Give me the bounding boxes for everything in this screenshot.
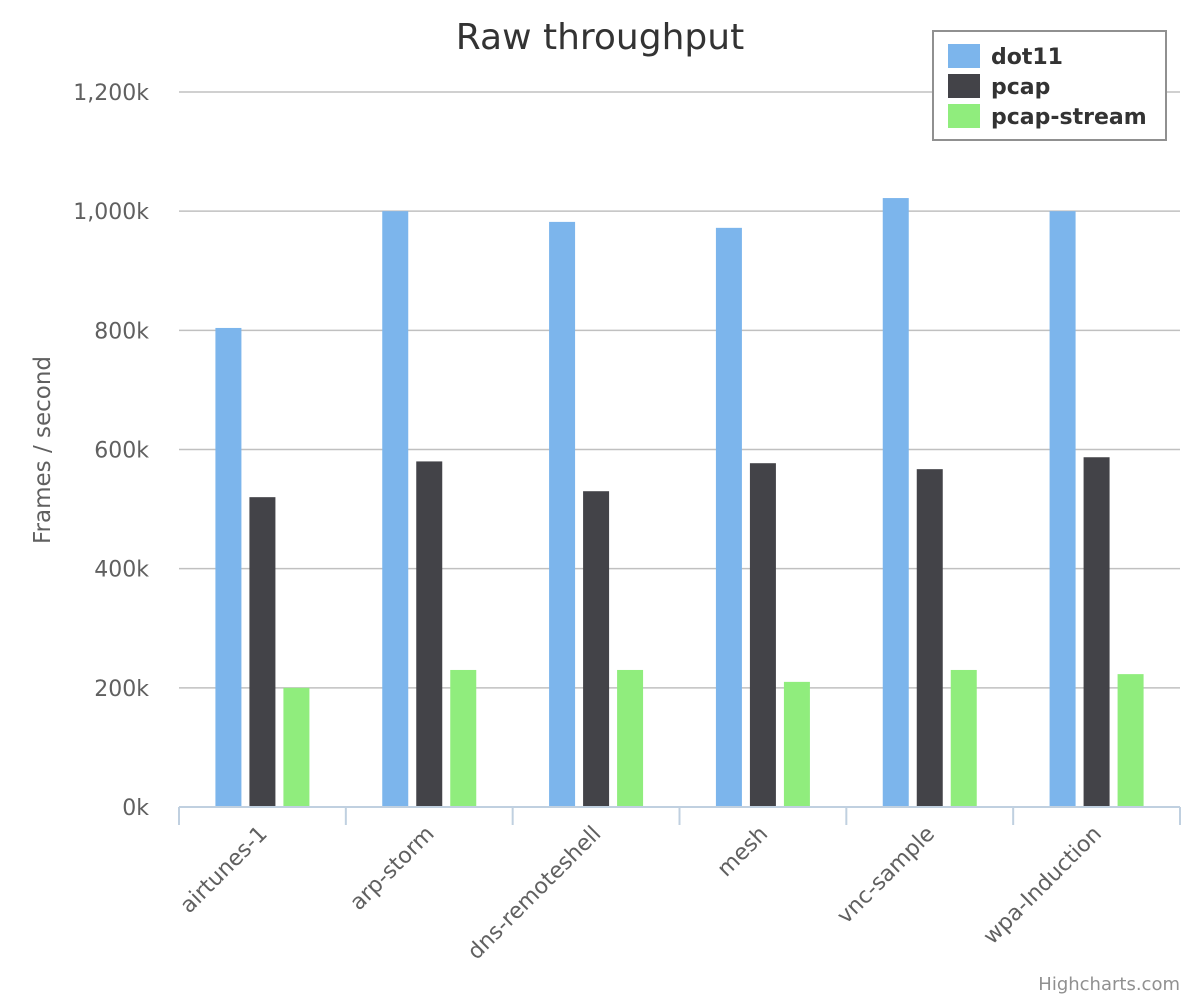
x-tick-label: wpa-Induction [979, 822, 1107, 950]
bar-dot11-arp-storm[interactable] [382, 211, 409, 807]
bar-pcap-wpa-Induction[interactable] [1083, 457, 1110, 807]
bar-dot11-vnc-sample[interactable] [882, 198, 909, 807]
chart-title: Raw throughput [456, 17, 744, 58]
y-tick-label: 200k [94, 677, 149, 702]
legend-swatch-pcap[interactable] [948, 74, 980, 98]
y-tick-label: 800k [94, 319, 149, 344]
bar-pcap-stream-mesh[interactable] [783, 681, 810, 807]
y-tick-label: 400k [94, 558, 149, 583]
legend-swatch-dot11[interactable] [948, 44, 980, 68]
bar-pcap-stream-arp-storm[interactable] [450, 669, 477, 807]
x-tick-label: dns-remoteshell [463, 822, 606, 965]
legend[interactable]: dot11 pcap pcap-stream [932, 30, 1167, 141]
legend-swatch-pcap-stream[interactable] [948, 104, 980, 128]
bar-pcap-arp-storm[interactable] [416, 461, 443, 807]
y-tick-label: 1,200k [73, 81, 149, 106]
legend-item-pcap-stream[interactable]: pcap-stream [991, 105, 1147, 130]
bar-pcap-airtunes-1[interactable] [249, 497, 276, 807]
bar-dot11-mesh[interactable] [715, 227, 742, 808]
bar-dot11-wpa-Induction[interactable] [1049, 211, 1076, 807]
x-tick-label: mesh [713, 822, 773, 882]
y-tick-label: 0k [122, 796, 149, 821]
legend-item-dot11[interactable]: dot11 [991, 45, 1063, 70]
legend-item-pcap[interactable]: pcap [991, 75, 1050, 100]
bar-pcap-mesh[interactable] [749, 463, 776, 807]
bar-pcap-vnc-sample[interactable] [916, 469, 943, 807]
bar-pcap-stream-dns-remoteshell[interactable] [617, 669, 644, 807]
bar-pcap-dns-remoteshell[interactable] [583, 491, 610, 807]
x-tick-label: vnc-sample [833, 822, 940, 929]
y-tick-label: 600k [94, 439, 149, 464]
grid-lines [179, 91, 1180, 689]
bar-pcap-stream-vnc-sample[interactable] [950, 669, 977, 807]
bar-pcap-stream-airtunes-1[interactable] [283, 687, 310, 807]
x-tick-label: airtunes-1 [176, 822, 273, 919]
y-axis-label: Frames / second [30, 356, 56, 544]
y-tick-label: 1,000k [73, 200, 149, 225]
credits-link[interactable]: Highcharts.com [1038, 974, 1180, 995]
x-tick-label: arp-storm [345, 822, 439, 916]
bars [215, 198, 1144, 808]
bar-dot11-airtunes-1[interactable] [215, 327, 242, 807]
bar-pcap-stream-wpa-Induction[interactable] [1117, 674, 1144, 807]
bar-dot11-dns-remoteshell[interactable] [549, 221, 576, 807]
